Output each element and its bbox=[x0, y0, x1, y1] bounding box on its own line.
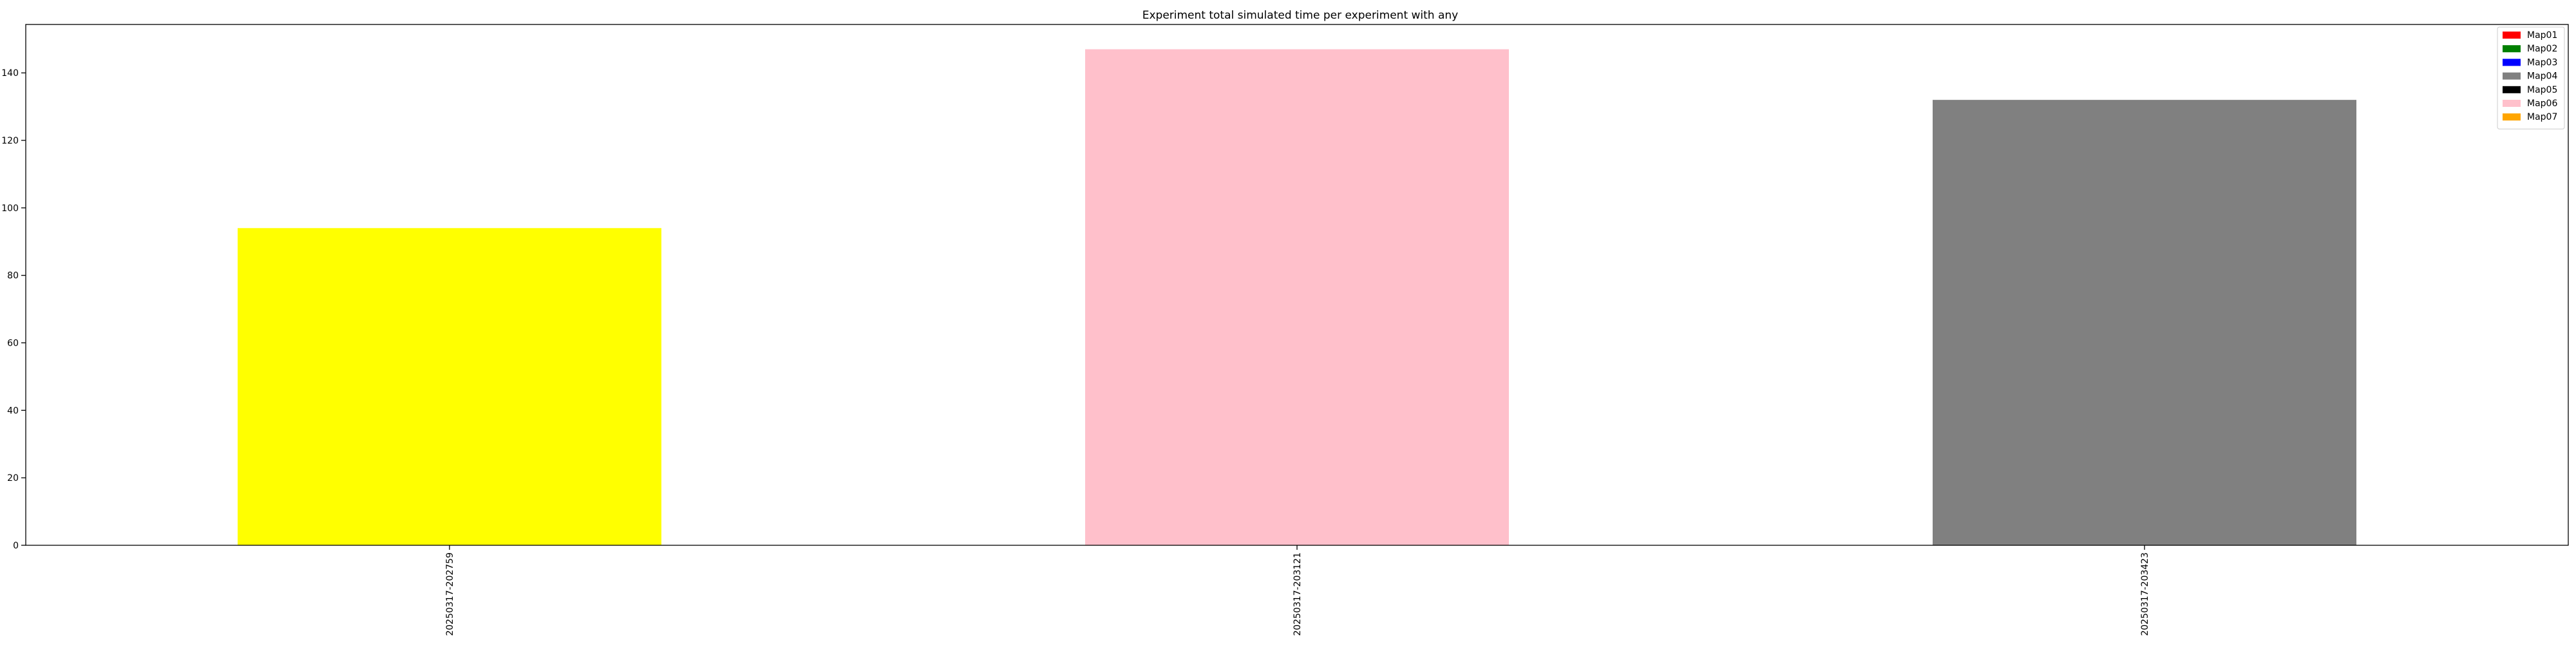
x-tick-label-20250317-203121: 20250317-203121 bbox=[1293, 552, 1303, 636]
legend-label-Map04: Map04 bbox=[2527, 71, 2557, 82]
y-tick-label-100: 100 bbox=[1, 203, 19, 214]
legend-label-Map03: Map03 bbox=[2527, 57, 2557, 68]
bars-layer bbox=[238, 49, 2356, 546]
legend-label-Map06: Map06 bbox=[2527, 98, 2557, 109]
y-tick-label-20: 20 bbox=[7, 473, 19, 483]
y-tick-label-40: 40 bbox=[7, 406, 19, 416]
legend-swatch-Map02 bbox=[2503, 45, 2521, 53]
y-axis: 0 20 40 60 80 100 120 140 bbox=[1, 68, 26, 551]
legend-swatch-Map03 bbox=[2503, 59, 2521, 66]
x-axis: 20250317-202759 20250317-203121 20250317-2… bbox=[445, 545, 2150, 636]
y-tick-label-80: 80 bbox=[7, 271, 19, 281]
bar-20250317-203121 bbox=[1085, 49, 1509, 546]
legend-swatch-Map01 bbox=[2503, 32, 2521, 39]
y-tick-label-60: 60 bbox=[7, 339, 19, 349]
legend-label-Map05: Map05 bbox=[2527, 85, 2557, 95]
legend-swatch-Map07 bbox=[2503, 113, 2521, 121]
y-tick-label-140: 140 bbox=[1, 68, 19, 79]
bar-20250317-203423 bbox=[1933, 100, 2356, 546]
legend-swatch-Map04 bbox=[2503, 72, 2521, 80]
x-tick-label-20250317-202759: 20250317-202759 bbox=[445, 552, 455, 636]
bar-20250317-202759 bbox=[238, 228, 661, 545]
chart-title: Experiment total simulated time per expe… bbox=[1142, 9, 1459, 22]
legend-label-Map02: Map02 bbox=[2527, 44, 2557, 54]
legend-swatch-Map06 bbox=[2503, 100, 2521, 107]
legend: Map01 Map02 Map03 Map04 Map05 Map06 Map07 bbox=[2497, 26, 2565, 129]
y-tick-label-120: 120 bbox=[1, 136, 19, 146]
legend-label-Map07: Map07 bbox=[2527, 112, 2557, 122]
y-tick-label-0: 0 bbox=[13, 541, 19, 551]
legend-swatch-Map05 bbox=[2503, 86, 2521, 93]
x-tick-label-20250317-203423: 20250317-203423 bbox=[2140, 552, 2150, 636]
plot-frame bbox=[25, 24, 2569, 546]
legend-label-Map01: Map01 bbox=[2527, 30, 2557, 41]
